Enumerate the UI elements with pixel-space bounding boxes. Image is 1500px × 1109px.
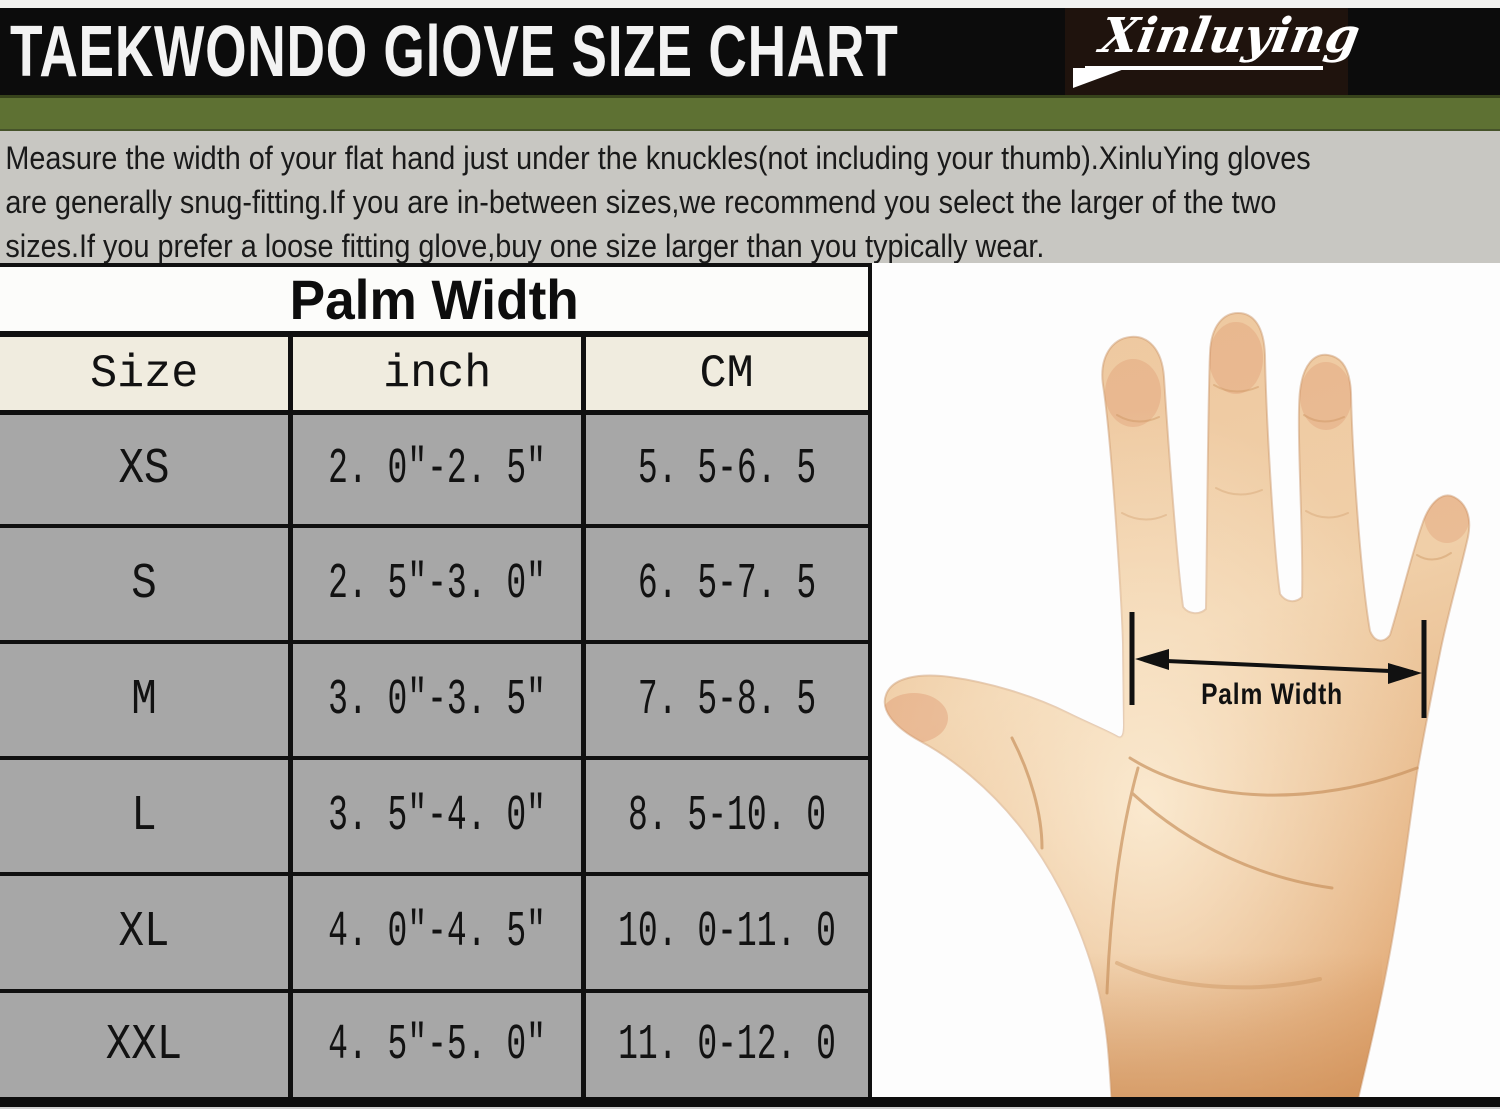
header-bar: TAEKWONDO GlOVE SIZE CHART Xinluying bbox=[0, 8, 1500, 95]
cell-size: XL bbox=[118, 904, 170, 961]
table-row: S 2. 5″-3. 0″ 6. 5-7. 5 bbox=[0, 528, 868, 640]
cell-inch: 4. 5″-5. 0″ bbox=[328, 1016, 546, 1074]
palm-creases bbox=[1010, 384, 1452, 995]
column-divider bbox=[581, 337, 586, 410]
cell-cm: 11. 0-12. 0 bbox=[618, 1016, 836, 1074]
column-divider bbox=[288, 760, 293, 872]
table-border-right bbox=[868, 263, 872, 1097]
column-divider bbox=[288, 644, 293, 756]
table-header-row: Size inch CM bbox=[0, 337, 868, 410]
cell-inch: 3. 5″-4. 0″ bbox=[328, 787, 546, 845]
palm-width-arrow: Palm Width bbox=[1129, 612, 1427, 718]
instruction-line: Measure the width of your flat hand just… bbox=[5, 140, 1311, 176]
cell-inch: 3. 0″-3. 5″ bbox=[328, 671, 546, 729]
column-divider bbox=[581, 876, 586, 989]
instruction-line: sizes.If you prefer a loose fitting glov… bbox=[5, 228, 1045, 264]
row-separator bbox=[0, 872, 872, 876]
column-divider bbox=[288, 415, 293, 524]
size-table: Palm Width Size inch CM XS 2. 0″-2. 5″ 5… bbox=[0, 263, 872, 1097]
top-edge-strip bbox=[0, 0, 1500, 8]
row-separator bbox=[0, 989, 872, 993]
arrow-line bbox=[1143, 658, 1414, 674]
table-row: M 3. 0″-3. 5″ 7. 5-8. 5 bbox=[0, 644, 868, 756]
cell-inch: 2. 5″-3. 0″ bbox=[328, 555, 546, 613]
palm-width-label: Palm Width bbox=[1201, 677, 1343, 711]
cell-inch: 4. 0″-4. 5″ bbox=[328, 904, 546, 961]
cell-cm: 6. 5-7. 5 bbox=[637, 555, 817, 613]
cell-cm: 10. 0-11. 0 bbox=[618, 904, 836, 961]
cell-cm: 7. 5-8. 5 bbox=[637, 671, 817, 729]
hand-shape bbox=[883, 312, 1471, 1109]
table-row: XL 4. 0″-4. 5″ 10. 0-11. 0 bbox=[0, 876, 868, 989]
olive-divider-bar bbox=[0, 95, 1500, 131]
table-row: XS 2. 0″-2. 5″ 5. 5-6. 5 bbox=[0, 415, 868, 524]
arrow-head-right-icon bbox=[1388, 663, 1422, 684]
page-title: TAEKWONDO GlOVE SIZE CHART bbox=[10, 11, 899, 92]
cell-size: S bbox=[131, 555, 157, 613]
cell-size: L bbox=[131, 787, 157, 845]
bottom-border-bar bbox=[0, 1097, 1500, 1107]
column-header-cm: CM bbox=[699, 347, 755, 400]
column-divider bbox=[288, 993, 293, 1097]
column-divider bbox=[581, 528, 586, 640]
brand-logo-text: Xinluying bbox=[1096, 8, 1365, 64]
column-divider bbox=[581, 644, 586, 756]
table-title-row: Palm Width bbox=[0, 267, 868, 331]
table-title: Palm Width bbox=[289, 267, 579, 331]
brand-logo: Xinluying bbox=[1065, 8, 1364, 95]
hand-photo: Palm Width bbox=[872, 263, 1500, 1109]
row-separator bbox=[0, 640, 872, 644]
row-separator bbox=[0, 524, 872, 528]
instruction-line: are generally snug-fitting.If you are in… bbox=[5, 184, 1277, 220]
instructions-panel: Measure the width of your flat hand just… bbox=[0, 131, 1500, 264]
table-border-top bbox=[0, 263, 872, 267]
column-divider bbox=[288, 528, 293, 640]
column-divider bbox=[581, 993, 586, 1097]
cell-size: XXL bbox=[105, 1016, 183, 1074]
column-divider bbox=[288, 337, 293, 410]
cell-cm: 5. 5-6. 5 bbox=[637, 441, 817, 498]
column-header-size: Size bbox=[89, 347, 199, 400]
row-separator bbox=[0, 756, 872, 760]
column-divider bbox=[288, 876, 293, 989]
cell-cm: 8. 5-10. 0 bbox=[627, 787, 827, 845]
table-row: L 3. 5″-4. 0″ 8. 5-10. 0 bbox=[0, 760, 868, 872]
hand-illustration: Palm Width bbox=[883, 312, 1471, 1109]
cell-inch: 2. 0″-2. 5″ bbox=[328, 441, 546, 498]
column-divider bbox=[581, 760, 586, 872]
cell-size: M bbox=[131, 671, 157, 729]
bottom-edge-strip bbox=[0, 1107, 1500, 1109]
table-separator bbox=[0, 410, 872, 415]
column-header-inch: inch bbox=[382, 347, 492, 400]
table-separator bbox=[0, 331, 872, 337]
table-row: XXL 4. 5″-5. 0″ 11. 0-12. 0 bbox=[0, 993, 868, 1097]
cell-size: XS bbox=[118, 441, 170, 498]
column-divider bbox=[581, 415, 586, 524]
logo-swoosh-icon bbox=[1073, 66, 1323, 88]
arrow-head-left-icon bbox=[1135, 649, 1169, 670]
